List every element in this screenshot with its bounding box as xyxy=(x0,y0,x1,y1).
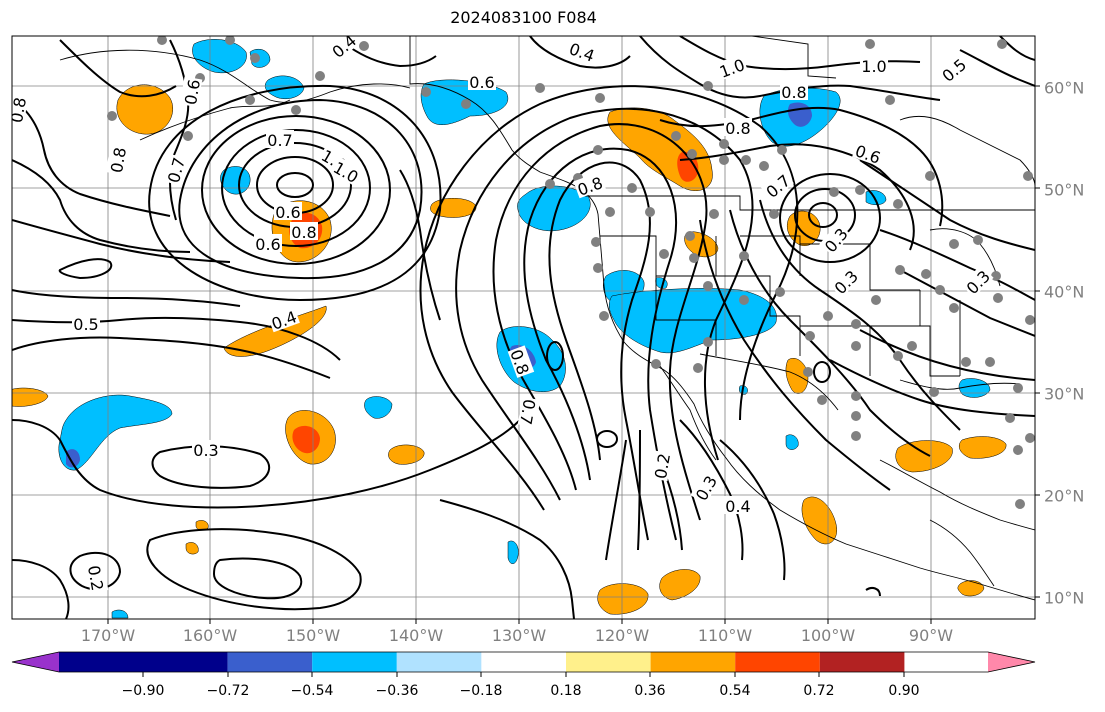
contour-label: 0.6 xyxy=(181,78,204,106)
contour-label-background xyxy=(85,562,109,594)
contour-label-background xyxy=(566,37,599,65)
lat-label: 40°N xyxy=(1044,282,1085,302)
contour-label: 0.2 xyxy=(84,564,107,592)
colorbar-tick-label: 0.90 xyxy=(888,683,920,699)
contour-label-background xyxy=(326,36,360,62)
contour-label-background xyxy=(162,153,188,186)
lat-label: 20°N xyxy=(1044,486,1085,506)
colorbar-segment xyxy=(396,652,482,672)
lat-label: 60°N xyxy=(1044,78,1085,98)
contour-label: 0.8 xyxy=(107,146,130,174)
contour-label: 0.6 xyxy=(255,235,280,254)
lon-label: 130°W xyxy=(491,626,547,645)
contour-label: 0.6 xyxy=(275,203,300,222)
contour-label-background xyxy=(329,156,364,186)
colorbar-tick-label: −0.54 xyxy=(290,683,334,699)
colorbar-tick-label: −0.72 xyxy=(206,683,250,699)
contour-label: 0.8 xyxy=(7,96,30,124)
contour-label: 1.0 xyxy=(861,57,886,76)
contour-label: 0.7 xyxy=(516,398,539,426)
lon-label: 160°W xyxy=(182,626,238,645)
lon-label: 90°W xyxy=(908,626,954,645)
contour-label-background xyxy=(468,72,496,90)
colorbar-segment xyxy=(143,652,228,672)
contour-label: 0.6 xyxy=(469,73,494,92)
contour-label: 0.2 xyxy=(651,452,674,480)
lon-label: 110°W xyxy=(697,626,753,645)
contour-label-background xyxy=(105,144,129,176)
lat-label: 30°N xyxy=(1044,384,1085,404)
colorbar-tick-label: −0.36 xyxy=(375,683,419,699)
lon-label: 170°W xyxy=(80,626,136,645)
colorbar-tick-label: 0.36 xyxy=(634,683,666,699)
colorbar-tick-label: 0.18 xyxy=(550,683,582,699)
contour-label-background xyxy=(266,130,294,148)
contour-label-background xyxy=(860,56,888,74)
contour-label-background xyxy=(192,440,220,458)
contour-label-background xyxy=(829,265,862,298)
contour-label-background xyxy=(724,118,752,136)
colorbar-extend-low xyxy=(12,652,59,672)
lon-label: 140°W xyxy=(388,626,444,645)
map-title: 2024083100 F084 xyxy=(450,8,597,27)
colorbar-tick-label: 0.72 xyxy=(803,683,835,699)
colorbar-segment xyxy=(735,652,820,672)
contour-label-background xyxy=(179,76,203,108)
map-frame xyxy=(11,35,1036,620)
contour-label-background xyxy=(852,139,885,167)
colorbar-segment xyxy=(566,652,651,672)
colorbar-extend-high xyxy=(988,652,1035,672)
contour-label-background xyxy=(254,234,282,252)
contour-label-background xyxy=(760,169,794,202)
axis-ticks xyxy=(107,85,1040,624)
colorbar-segment xyxy=(481,652,566,672)
contour-label-background xyxy=(690,470,720,505)
contour-label-background xyxy=(517,396,541,428)
contour-label: 0.7 xyxy=(267,131,292,150)
lon-label: 120°W xyxy=(594,626,650,645)
colorbar xyxy=(11,651,1036,677)
lat-label: 50°N xyxy=(1044,180,1085,200)
contour-lines xyxy=(12,36,1035,619)
contour-label: 0.8 xyxy=(291,223,316,242)
contour-label-background xyxy=(649,450,673,482)
contour-label: 0.4 xyxy=(725,497,750,516)
contour-label-background xyxy=(267,305,300,333)
colorbar-segment xyxy=(227,652,313,672)
contour-label-background xyxy=(72,314,100,332)
contour-label-background xyxy=(507,345,535,378)
contour-label: 0.8 xyxy=(725,119,750,138)
colorbar-tick-label: 0.54 xyxy=(719,683,751,699)
contour-label-background xyxy=(715,53,748,81)
colorbar-segment xyxy=(650,652,736,672)
contour-label-background xyxy=(573,171,606,199)
contour-label-background xyxy=(936,53,970,86)
colorbar-outline xyxy=(11,651,1036,673)
colorbar-tick-label: −0.18 xyxy=(459,683,503,699)
contour-label-background xyxy=(274,202,302,220)
station-markers xyxy=(107,36,1035,509)
colorbar-tick-label: −0.90 xyxy=(121,683,165,699)
colorbar-segment xyxy=(819,652,905,672)
contour-label-background xyxy=(780,82,808,100)
lat-label: 10°N xyxy=(1044,588,1085,608)
contour-label-background xyxy=(12,94,29,126)
contour-label-background xyxy=(724,496,752,514)
colorbar-segment xyxy=(312,652,397,672)
lon-label: 100°W xyxy=(800,626,856,645)
contour-label-background xyxy=(819,222,852,256)
contour-label-background xyxy=(290,222,318,240)
contour-label: 0.3 xyxy=(193,441,218,460)
lon-label: 150°W xyxy=(285,626,341,645)
contour-label: 0.5 xyxy=(73,315,98,334)
colorbar-segment xyxy=(59,652,143,672)
contour-label: 0.8 xyxy=(781,83,806,102)
contour-label-background xyxy=(961,265,994,298)
